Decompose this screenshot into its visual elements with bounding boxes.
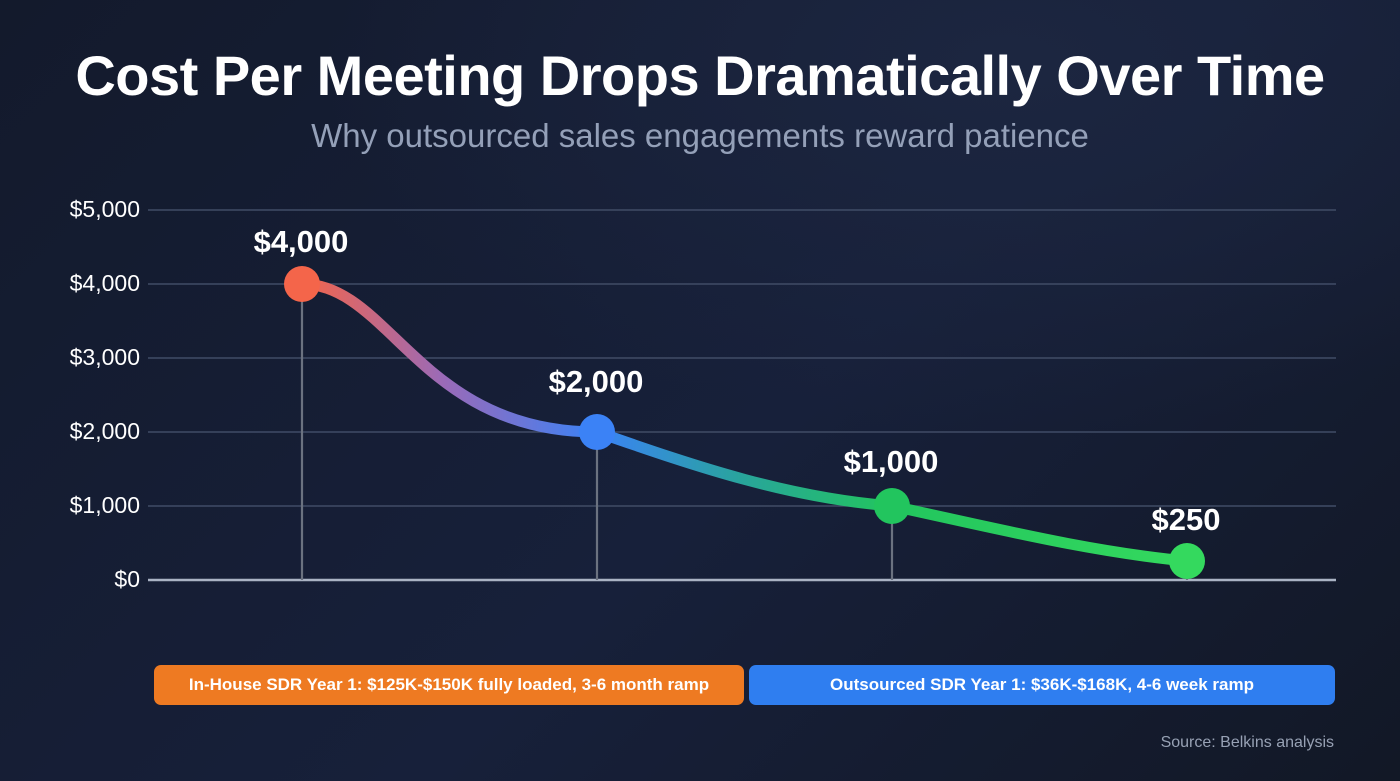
source-attribution: Source: Belkins analysis [1160,734,1334,751]
data-value-label: $2,000 [549,364,644,399]
line-chart-svg: $5,000 $4,000 $3,000 $2,000 $1,000 $0 [70,196,1336,592]
y-tick-label: $2,000 [70,418,140,444]
data-points [284,266,1205,579]
y-tick-label: $1,000 [70,492,140,518]
y-tick-label: $0 [114,566,140,592]
y-tick-label: $5,000 [70,196,140,222]
data-point-marker[interactable] [1169,543,1205,579]
data-value-labels: $4,000 $2,000 $1,000 $250 [254,224,1221,537]
data-line [296,278,1193,567]
legend-badge-outsourced-sdr[interactable]: Outsourced SDR Year 1: $36K-$168K, 4-6 w… [749,665,1335,705]
data-value-label: $250 [1152,502,1221,537]
legend: In-House SDR Year 1: $125K-$150K fully l… [154,665,1335,705]
chart-header: Cost Per Meeting Drops Dramatically Over… [0,0,1400,156]
y-axis-labels: $5,000 $4,000 $3,000 $2,000 $1,000 $0 [70,196,140,592]
data-point-marker[interactable] [579,414,615,450]
legend-badge-in-house-sdr[interactable]: In-House SDR Year 1: $125K-$150K fully l… [154,665,744,705]
chart-plot-area: $5,000 $4,000 $3,000 $2,000 $1,000 $0 [0,180,1400,600]
gridlines [148,209,1336,507]
y-tick-label: $3,000 [70,344,140,370]
data-value-label: $1,000 [844,444,939,479]
data-value-label: $4,000 [254,224,349,259]
data-point-marker[interactable] [874,488,910,524]
page-title: Cost Per Meeting Drops Dramatically Over… [75,44,1325,107]
page-subtitle: Why outsourced sales engagements reward … [311,116,1089,154]
y-tick-label: $4,000 [70,270,140,296]
data-point-marker[interactable] [284,266,320,302]
